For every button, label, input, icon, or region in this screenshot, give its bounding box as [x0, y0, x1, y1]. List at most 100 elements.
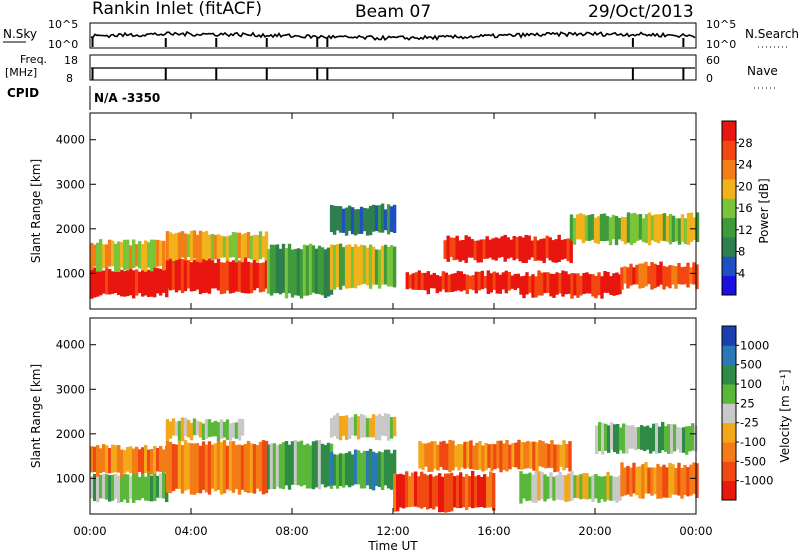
power-cell [138, 241, 142, 269]
power-cell [455, 235, 459, 260]
power-heatmap [90, 203, 700, 299]
velocity-cell [661, 421, 665, 451]
power-cell [165, 259, 170, 289]
velocity-cell [123, 473, 127, 500]
velocity-cell [284, 441, 289, 486]
velocity-cell [447, 473, 451, 512]
power-cell [246, 261, 251, 294]
power-cell [377, 249, 382, 289]
power-cell [626, 212, 631, 243]
power-cell [344, 207, 349, 236]
power-cell [201, 258, 206, 293]
power-cell [111, 271, 115, 294]
power-cell [359, 206, 364, 234]
velocity-cell [469, 440, 473, 469]
velocity-cell [552, 476, 556, 501]
power-cell [126, 239, 130, 270]
velocity-cell [623, 467, 627, 496]
velocity-cell [192, 418, 197, 436]
velocity-cell [338, 453, 343, 486]
power-cell [504, 270, 508, 294]
power-cell [665, 266, 669, 287]
beam-title: Beam 07 [355, 2, 431, 22]
power-cell [293, 248, 298, 296]
power-colorbar-segment [722, 140, 736, 161]
velocity-cell [632, 462, 636, 494]
power-cell [549, 273, 553, 297]
power-cell [105, 244, 109, 269]
velocity-cell [556, 444, 560, 472]
power-cell [120, 269, 124, 297]
power-cell [135, 269, 139, 296]
velocity-cell [396, 474, 400, 512]
velocity-cell [93, 473, 97, 502]
power-cell [662, 265, 666, 290]
velocity-cell [540, 471, 544, 500]
power-cell [531, 274, 535, 298]
power-cell [374, 205, 379, 231]
velocity-cell [543, 474, 547, 502]
velocity-cell [353, 414, 358, 436]
power-cell [491, 238, 495, 260]
power-cell [365, 247, 370, 286]
velocity-cell [371, 451, 376, 491]
velocity-colorbar: 1000 500 100 25 -25 -100 -500 -1000 [721, 325, 773, 501]
power-cell [335, 244, 340, 288]
power-cell [347, 244, 352, 289]
power-cell [689, 267, 693, 284]
power-cell [275, 244, 280, 294]
velocity-cell [559, 444, 563, 467]
power-cell [332, 205, 337, 235]
velocity-cell [186, 442, 191, 490]
power-cell [638, 263, 642, 289]
power-cell [600, 276, 604, 299]
power-cell [408, 274, 412, 289]
velocity-cell [553, 444, 557, 473]
velocity-cell [189, 443, 194, 495]
x-tick-label: 04:00 [174, 524, 207, 538]
power-cell [153, 266, 157, 298]
power-cell [521, 237, 525, 263]
power-cell [150, 268, 154, 297]
power-cell [213, 234, 218, 260]
power-cell [474, 271, 478, 294]
power-cell [305, 245, 310, 296]
power-cell [308, 243, 313, 295]
power-cell [671, 215, 676, 242]
power-cell [141, 244, 145, 271]
power-cell [509, 239, 513, 258]
velocity-cell [677, 462, 681, 496]
power-cell [186, 234, 191, 258]
velocity-cell [266, 444, 271, 490]
power-cell [216, 234, 221, 258]
power-cell [563, 239, 567, 259]
velocity-cell [278, 444, 283, 489]
velocity-cell [231, 422, 236, 438]
velocity-cell [275, 445, 280, 487]
power-cell [623, 217, 628, 245]
power-colorbar-segment [722, 217, 736, 238]
velocity-cell [402, 474, 406, 509]
velocity-cell [558, 472, 562, 500]
velocity-cell [604, 423, 608, 451]
power-cell [453, 273, 457, 292]
velocity-cell [682, 427, 686, 453]
power-cell [465, 274, 469, 294]
power-cell [468, 275, 472, 290]
power-cell [180, 231, 185, 258]
velocity-cell [640, 425, 644, 450]
power-cell [180, 259, 185, 294]
velocity-cell [204, 444, 209, 493]
velocity-cell [386, 414, 391, 441]
power-cell [111, 240, 115, 267]
velocity-cell [138, 477, 142, 501]
power-cell [153, 239, 157, 268]
power-cell [464, 235, 468, 263]
velocity-cell [365, 450, 370, 486]
power-cell [183, 233, 188, 261]
velocity-cell [302, 444, 307, 486]
power-cell [380, 203, 385, 233]
velocity-cell [656, 463, 660, 499]
velocity-cell [365, 418, 370, 438]
velocity-cell [502, 443, 506, 471]
